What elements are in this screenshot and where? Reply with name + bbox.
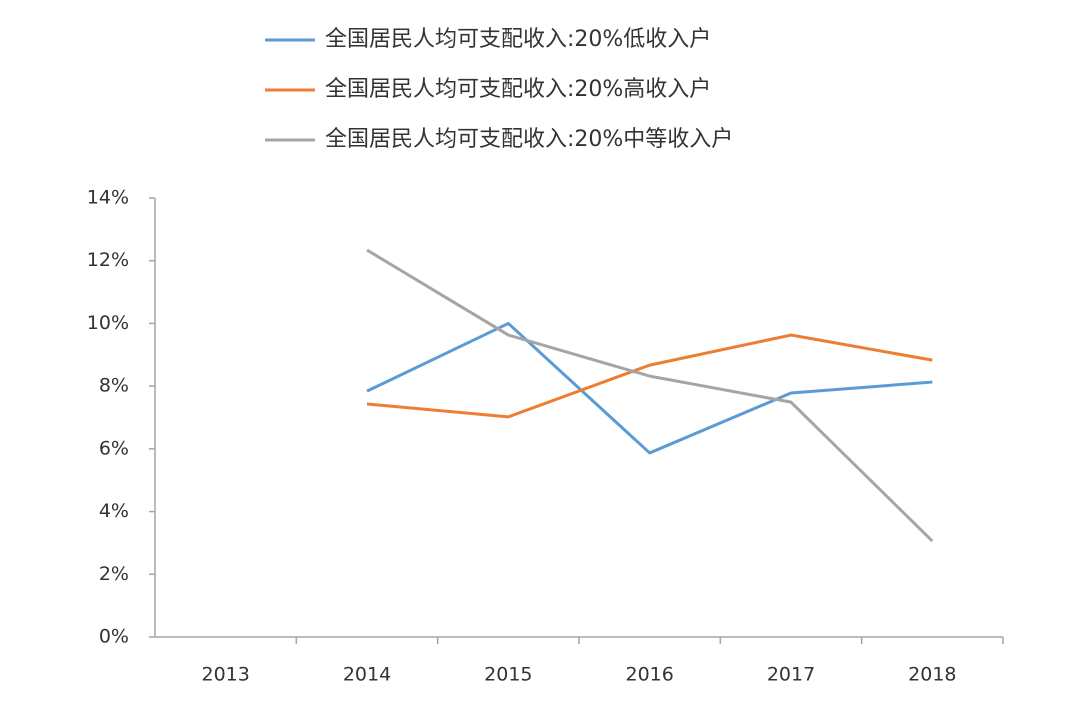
y-tick-label: 2% <box>99 563 129 585</box>
legend-label: 全国居民人均可支配收入:20%高收入户 <box>325 77 711 102</box>
legend-label: 全国居民人均可支配收入:20%低收入户 <box>325 27 711 52</box>
x-tick-label: 2013 <box>201 664 249 686</box>
series-line <box>366 321 933 455</box>
x-tick-label: 2018 <box>908 664 956 686</box>
series-line <box>366 333 933 419</box>
x-tick-label: 2015 <box>484 664 532 686</box>
legend-label: 全国居民人均可支配收入:20%中等收入户 <box>325 127 733 152</box>
series-line <box>366 248 934 543</box>
y-tick-label: 4% <box>99 500 129 522</box>
y-tick-label: 0% <box>99 626 129 648</box>
x-tick-label: 2014 <box>343 664 391 686</box>
y-tick-label: 12% <box>87 249 129 271</box>
y-tick-label: 8% <box>99 375 129 397</box>
x-tick-label: 2017 <box>767 664 815 686</box>
y-tick-label: 10% <box>87 312 129 334</box>
y-tick-label: 6% <box>99 437 129 459</box>
y-tick-label: 14% <box>87 187 129 209</box>
x-tick-label: 2016 <box>625 664 673 686</box>
